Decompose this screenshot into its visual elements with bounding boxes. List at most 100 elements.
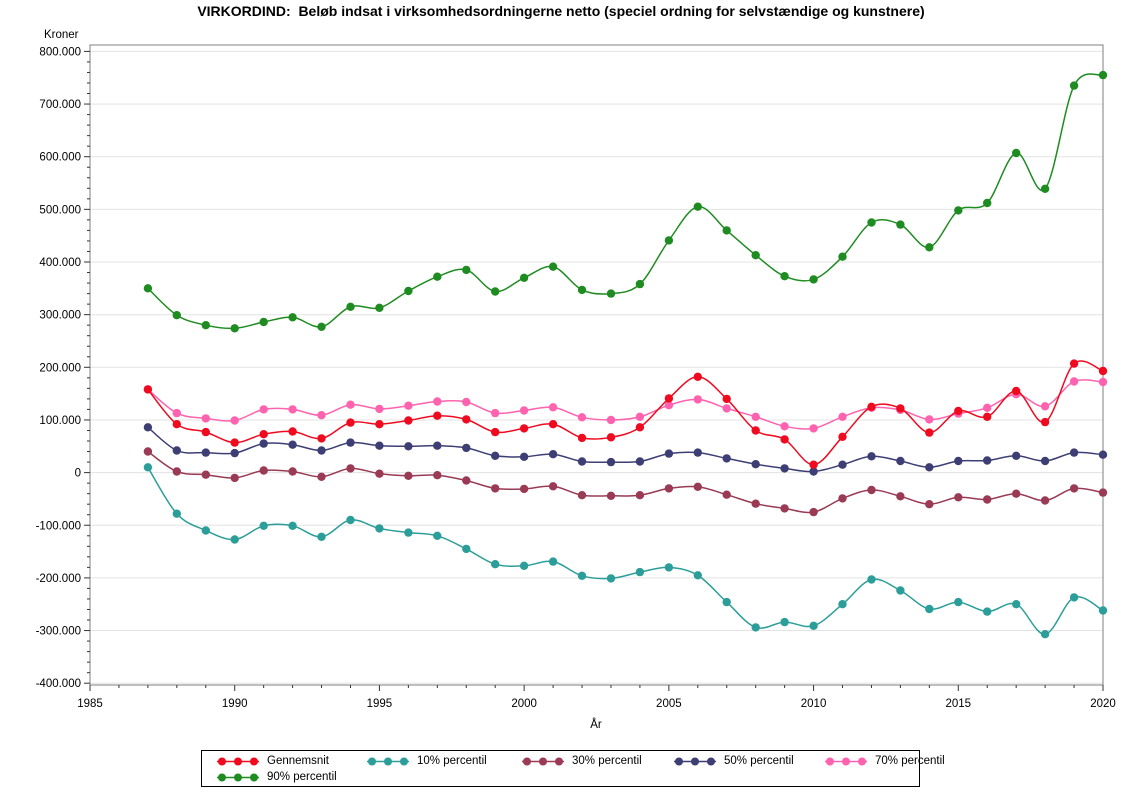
data-point-gennemsnit: [404, 416, 413, 425]
data-point-10-percentil: [780, 617, 789, 627]
data-point-30-percentil: [433, 471, 442, 480]
data-point-70-percentil: [664, 401, 674, 410]
data-point-10-percentil: [1098, 606, 1108, 615]
legend-item-70-percentil: 70% percentil: [823, 754, 945, 768]
data-point-90-percentil: [259, 317, 268, 327]
data-point-30-percentil: [983, 495, 992, 504]
data-point-gennemsnit: [664, 394, 674, 403]
data-point-10-percentil: [751, 623, 760, 632]
data-point-50-percentil: [722, 454, 731, 463]
plot-area: [90, 45, 1103, 685]
data-point-10-percentil: [954, 597, 963, 607]
data-point-gennemsnit: [983, 412, 992, 421]
chart-legend: Gennemsnit 10% percentil 30% percentil 50% …: [201, 750, 945, 787]
legend-item-50-percentil: 50% percentil: [672, 754, 794, 768]
data-point-30-percentil: [172, 467, 181, 476]
legend-symbol-90-percentil: [217, 773, 259, 781]
data-point-gennemsnit: [1040, 417, 1050, 427]
data-point-90-percentil: [780, 272, 789, 281]
series-line-70-percentil: [147, 379, 1104, 430]
data-point-90-percentil: [896, 220, 905, 229]
data-point-90-percentil: [693, 202, 702, 211]
data-point-90-percentil: [809, 275, 818, 284]
data-point-gennemsnit: [896, 404, 905, 413]
legend-label-50-percentil: 50% percentil: [724, 755, 794, 767]
y-tick-label: 400.000: [39, 257, 81, 269]
data-point-gennemsnit: [1069, 359, 1079, 368]
data-point-50-percentil: [404, 442, 413, 451]
data-point-70-percentil: [1040, 402, 1050, 411]
data-point-gennemsnit: [954, 406, 963, 416]
data-point-10-percentil: [1040, 630, 1050, 639]
data-point-gennemsnit: [491, 427, 500, 437]
data-point-30-percentil: [375, 469, 384, 478]
data-point-50-percentil: [577, 457, 587, 466]
series-gennemsnit: [143, 359, 1108, 469]
data-point-70-percentil: [809, 424, 818, 433]
data-point-90-percentil: [1069, 81, 1079, 90]
y-axis-title: Kroner: [44, 29, 79, 41]
data-point-50-percentil: [172, 446, 181, 455]
data-point-50-percentil: [317, 446, 326, 455]
data-point-10-percentil: [288, 521, 297, 530]
data-point-70-percentil: [983, 403, 992, 412]
data-point-70-percentil: [751, 412, 760, 421]
data-point-10-percentil: [896, 586, 905, 595]
data-point-10-percentil: [201, 526, 210, 535]
data-point-50-percentil: [288, 440, 297, 449]
data-point-gennemsnit: [809, 460, 818, 469]
data-point-10-percentil: [230, 535, 239, 544]
data-point-gennemsnit: [867, 402, 876, 411]
data-point-50-percentil: [491, 451, 500, 460]
data-point-50-percentil: [462, 443, 471, 453]
data-point-30-percentil: [722, 490, 731, 499]
data-point-90-percentil: [491, 287, 500, 296]
data-point-50-percentil: [983, 456, 992, 465]
x-tick-label: 2010: [801, 698, 827, 710]
data-point-90-percentil: [519, 273, 529, 282]
data-point-gennemsnit: [317, 434, 326, 443]
data-point-90-percentil: [548, 262, 558, 271]
data-point-90-percentil: [722, 226, 731, 235]
data-point-30-percentil: [259, 466, 268, 475]
data-point-gennemsnit: [230, 438, 239, 447]
data-point-30-percentil: [809, 507, 818, 517]
legend-item-gennemsnit: Gennemsnit: [215, 754, 329, 768]
data-point-70-percentil: [404, 401, 413, 410]
chart-title: VIRKORDIND: Beløb indsat i virksomhedsor…: [197, 3, 925, 19]
data-point-70-percentil: [1098, 377, 1108, 387]
data-point-gennemsnit: [143, 385, 153, 394]
data-point-30-percentil: [519, 484, 529, 494]
data-point-70-percentil: [201, 414, 210, 423]
data-point-50-percentil: [201, 448, 210, 457]
y-tick-label: 200.000: [39, 362, 81, 374]
data-point-30-percentil: [606, 491, 616, 500]
legend-label-10-percentil: 10% percentil: [417, 755, 487, 767]
data-point-gennemsnit: [433, 411, 442, 420]
series-line-10-percentil: [147, 466, 1104, 635]
data-point-10-percentil: [925, 604, 934, 614]
data-point-30-percentil: [925, 500, 934, 509]
x-tick-label: 2015: [945, 698, 971, 710]
legend-symbol-50-percentil: [674, 757, 716, 765]
data-point-gennemsnit: [462, 415, 471, 424]
data-point-90-percentil: [635, 279, 645, 289]
series-line-50-percentil: [147, 426, 1104, 473]
data-point-50-percentil: [606, 457, 616, 467]
data-point-30-percentil: [317, 472, 326, 481]
data-point-50-percentil: [346, 438, 355, 447]
data-point-gennemsnit: [751, 426, 760, 435]
data-point-30-percentil: [1040, 496, 1050, 505]
data-point-gennemsnit: [925, 428, 934, 437]
data-point-90-percentil: [201, 321, 210, 330]
data-point-gennemsnit: [259, 430, 268, 439]
data-point-30-percentil: [1098, 488, 1108, 497]
data-point-10-percentil: [462, 544, 471, 554]
y-tick-label: -200.000: [36, 573, 81, 585]
data-point-70-percentil: [693, 395, 702, 404]
data-point-90-percentil: [404, 286, 413, 296]
data-point-50-percentil: [230, 448, 239, 458]
data-point-70-percentil: [259, 405, 268, 414]
data-point-50-percentil: [954, 456, 963, 466]
